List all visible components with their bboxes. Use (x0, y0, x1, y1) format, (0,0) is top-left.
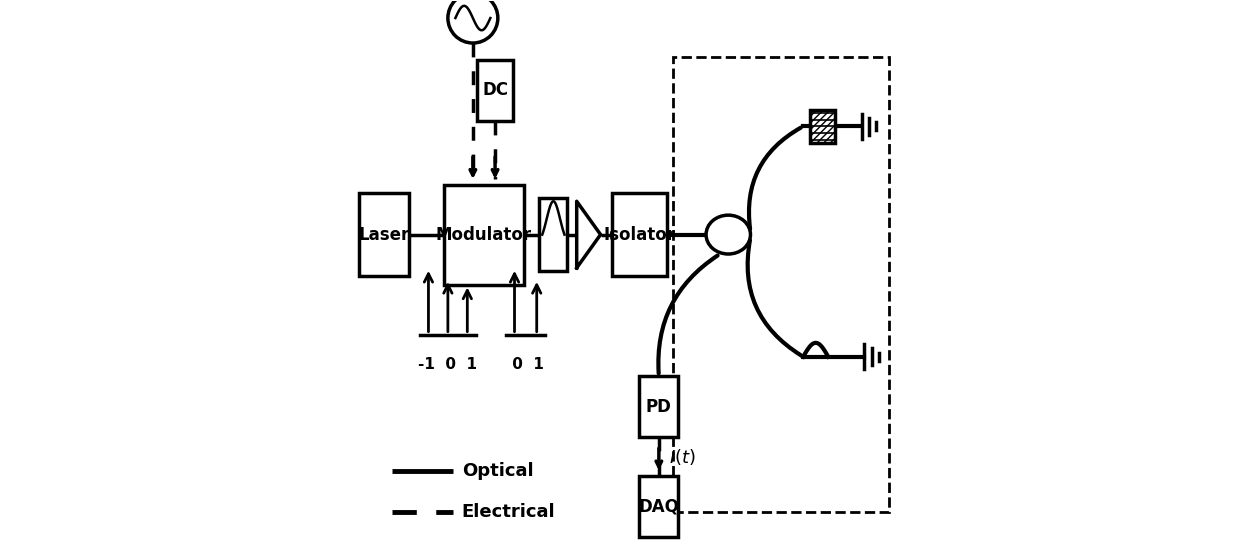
Text: -1  0  1: -1 0 1 (418, 357, 477, 372)
FancyBboxPatch shape (477, 60, 513, 121)
Text: DC: DC (482, 81, 508, 99)
Text: DAQ: DAQ (639, 498, 680, 516)
Text: Electrical: Electrical (461, 503, 556, 521)
Text: Modulator: Modulator (436, 225, 532, 244)
FancyBboxPatch shape (640, 376, 678, 437)
Ellipse shape (706, 215, 750, 254)
Text: 0  1: 0 1 (507, 357, 544, 372)
FancyBboxPatch shape (444, 185, 525, 285)
Text: Optical: Optical (461, 461, 533, 479)
FancyBboxPatch shape (611, 193, 667, 276)
Text: Laser: Laser (358, 225, 409, 244)
FancyBboxPatch shape (810, 110, 836, 143)
FancyBboxPatch shape (360, 193, 409, 276)
FancyBboxPatch shape (640, 476, 678, 537)
FancyBboxPatch shape (539, 199, 567, 271)
Text: Isolator: Isolator (604, 225, 676, 244)
Polygon shape (577, 201, 600, 268)
FancyBboxPatch shape (673, 57, 889, 512)
Text: PD: PD (646, 398, 672, 416)
Text: $I(t)$: $I(t)$ (668, 446, 696, 466)
